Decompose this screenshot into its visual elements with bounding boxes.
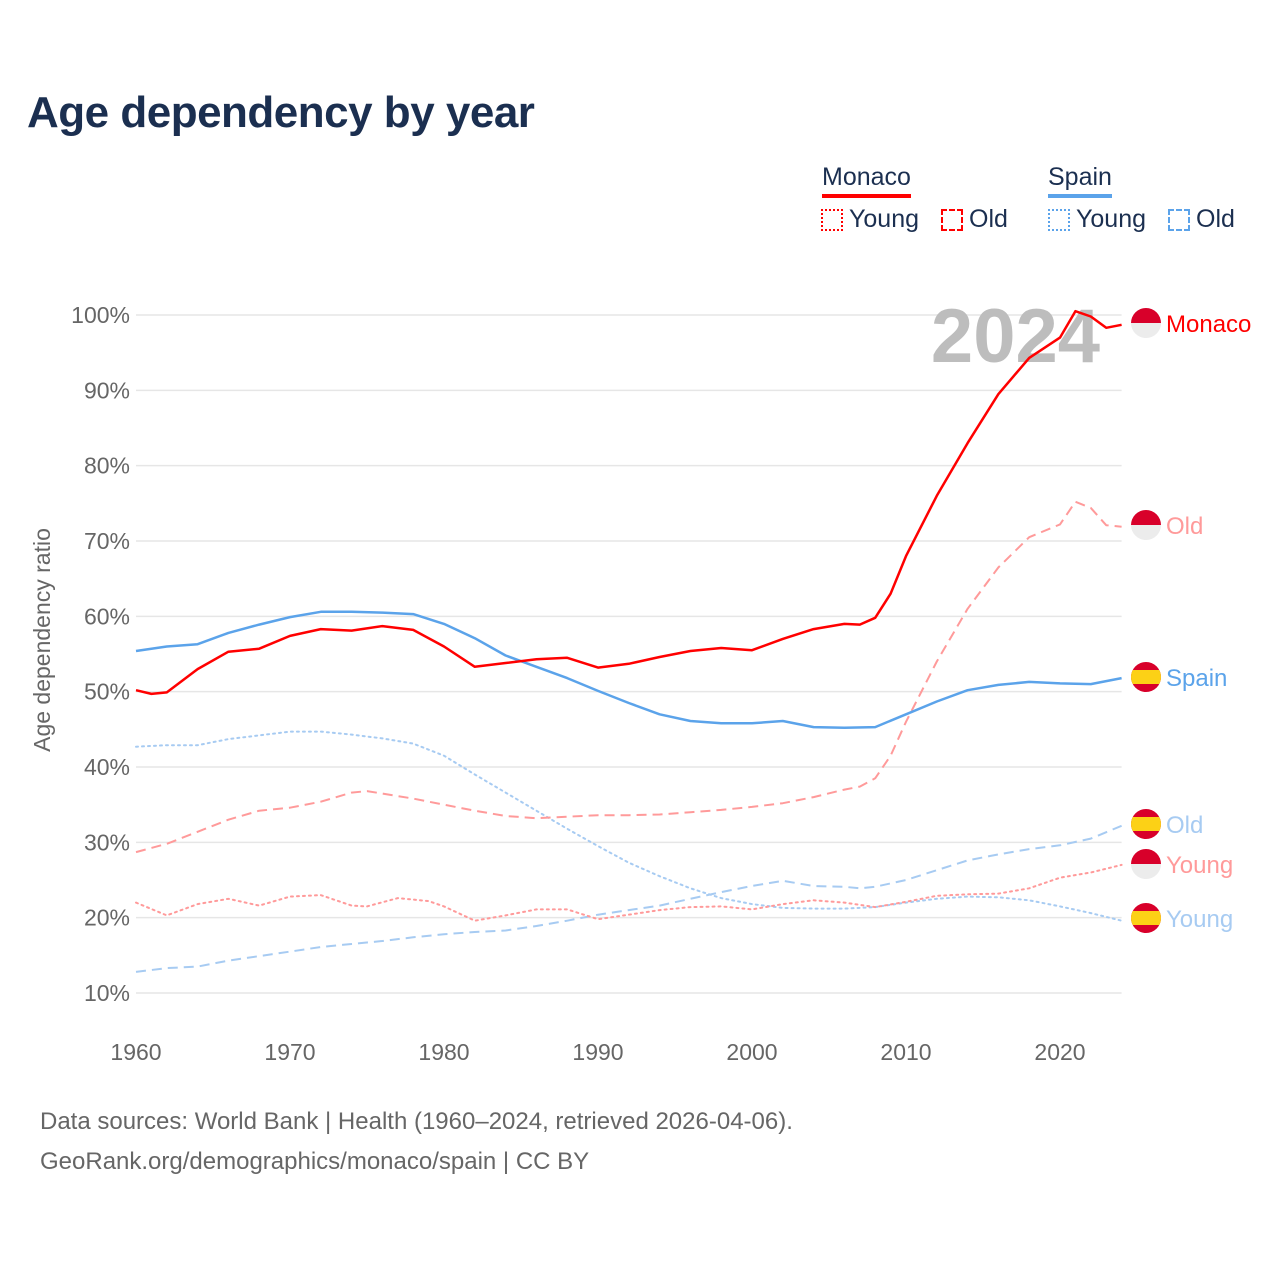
y-tick-label: 50% — [84, 679, 130, 705]
y-axis-label: Age dependency ratio — [29, 528, 55, 752]
monaco-flag-icon — [1131, 308, 1161, 338]
spain-flag-icon — [1131, 662, 1161, 692]
series-line-spain-young — [135, 730, 1123, 922]
chart-title: Age dependency by year — [27, 88, 535, 137]
spain-flag-icon — [1131, 809, 1161, 839]
x-tick-label: 1960 — [110, 1039, 161, 1065]
legend-spain-young[interactable]: Young — [1048, 205, 1146, 234]
y-tick-label: 60% — [84, 603, 130, 629]
series-end-label: Spain — [1166, 665, 1227, 692]
series-end-label: Old — [1166, 812, 1203, 839]
series-end-label: Young — [1166, 852, 1233, 879]
dotted-swatch-icon — [1048, 208, 1070, 231]
year-watermark: 2024 — [931, 294, 1100, 379]
y-tick-label: 90% — [84, 377, 130, 403]
dashed-swatch-icon — [1168, 208, 1190, 231]
y-tick-label: 100% — [71, 302, 130, 328]
x-tick-label: 2000 — [726, 1039, 777, 1065]
legend-spain-old[interactable]: Old — [1168, 205, 1235, 234]
series-line-monaco-young — [135, 863, 1123, 922]
y-tick-label: 20% — [84, 905, 130, 931]
legend-monaco-young[interactable]: Young — [821, 205, 919, 234]
y-tick-label: 70% — [84, 528, 130, 554]
legend-monaco[interactable]: Monaco — [822, 163, 911, 198]
legend-label: Young — [1076, 205, 1146, 233]
footer-link[interactable]: GeoRank.org/demographics/monaco/spain | … — [40, 1148, 590, 1175]
y-tick-label: 80% — [84, 453, 130, 479]
legend-label: Old — [969, 205, 1008, 233]
series-line-spain — [135, 610, 1122, 730]
series-end-label: Monaco — [1166, 311, 1251, 338]
legend-monaco-old[interactable]: Old — [941, 205, 1008, 234]
dashed-swatch-icon — [941, 208, 963, 231]
y-tick-label: 40% — [84, 754, 130, 780]
series-end-label: Old — [1166, 513, 1203, 540]
spain-flag-icon — [1131, 903, 1161, 933]
dotted-swatch-icon — [821, 208, 843, 231]
series-line-monaco — [135, 309, 1122, 696]
x-tick-label: 2020 — [1034, 1039, 1085, 1065]
x-tick-label: 1990 — [572, 1039, 623, 1065]
x-tick-label: 1970 — [264, 1039, 315, 1065]
monaco-flag-icon — [1131, 849, 1161, 879]
series-end-label: Young — [1166, 906, 1233, 933]
y-tick-label: 10% — [84, 980, 130, 1006]
legend-label: Young — [849, 205, 919, 233]
legend-label: Old — [1196, 205, 1235, 233]
footer-sources: Data sources: World Bank | Health (1960–… — [40, 1108, 793, 1135]
x-tick-label: 1980 — [418, 1039, 469, 1065]
y-tick-label: 30% — [84, 829, 130, 855]
series-line-monaco-old — [135, 500, 1122, 854]
monaco-flag-icon — [1131, 510, 1161, 540]
series-line-spain-old — [135, 824, 1122, 973]
legend-spain[interactable]: Spain — [1048, 163, 1112, 198]
x-tick-label: 2010 — [880, 1039, 931, 1065]
